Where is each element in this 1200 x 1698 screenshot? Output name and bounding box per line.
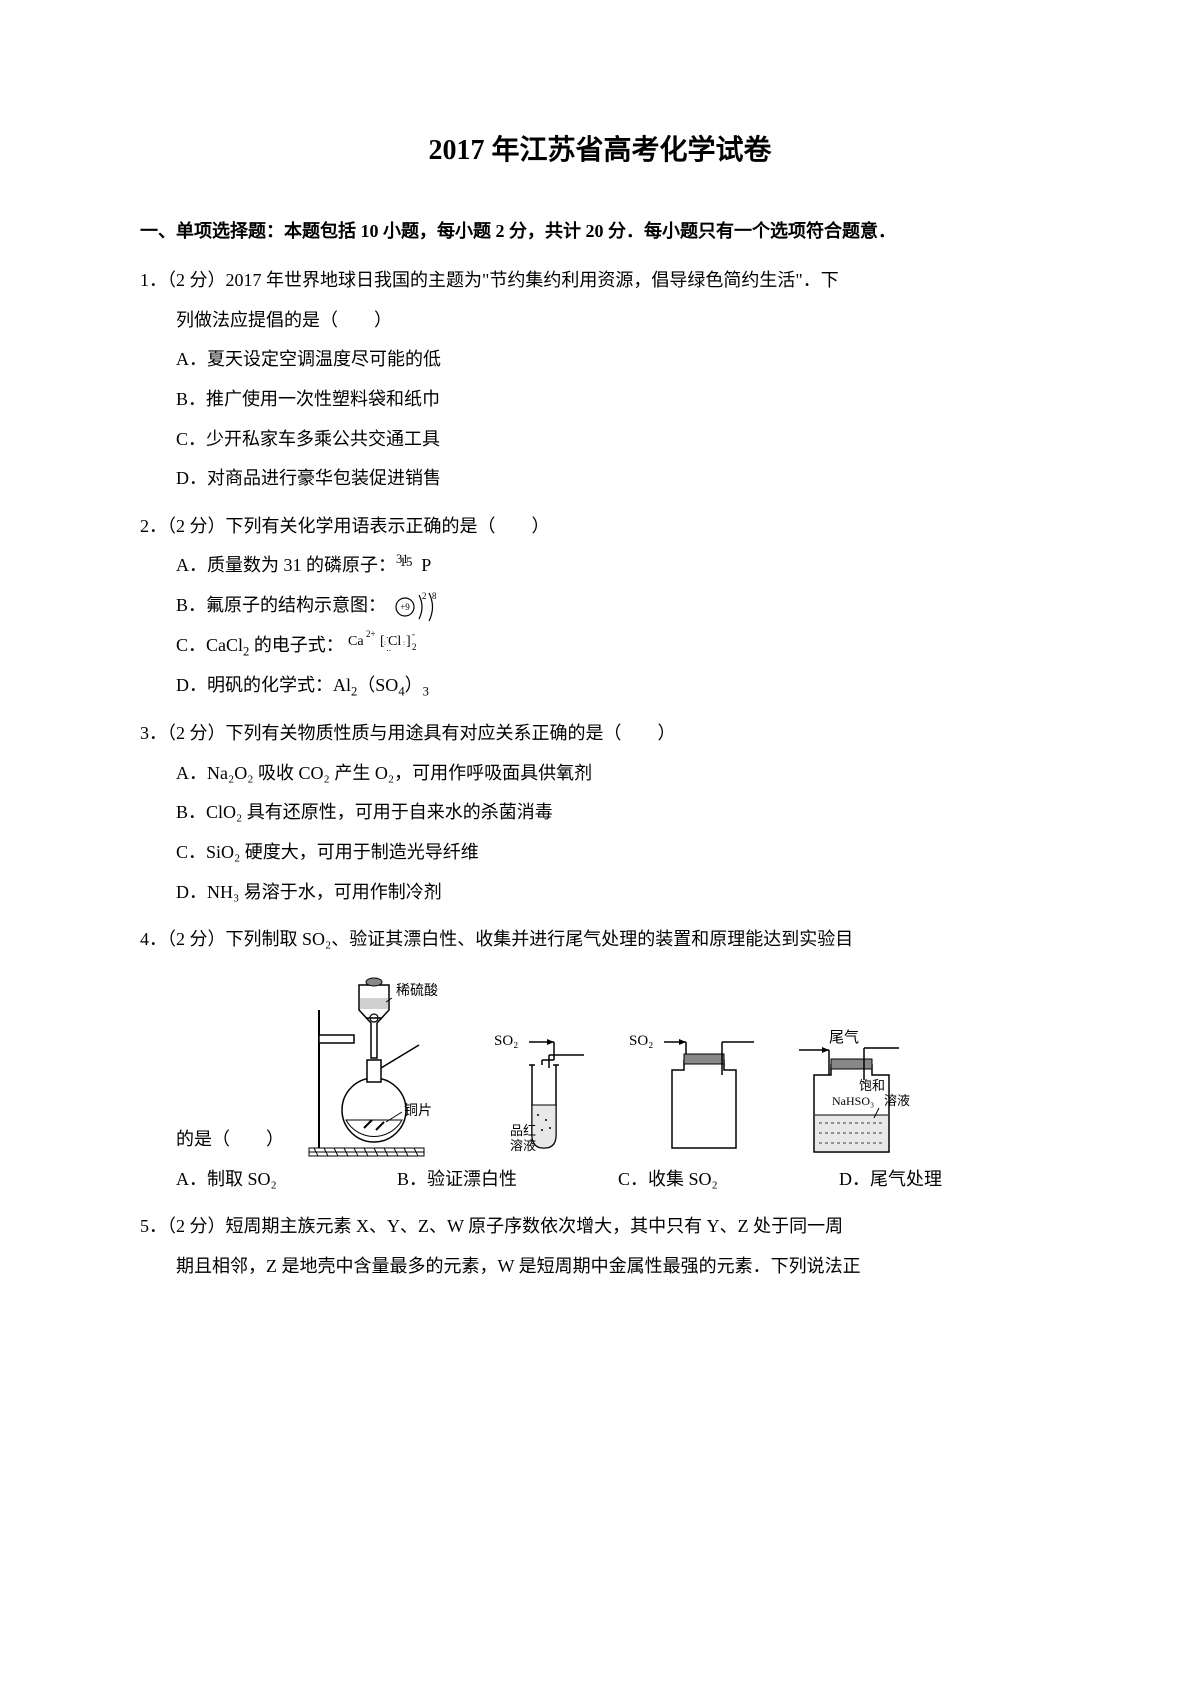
question-3: 3．（2 分）下列有关物质性质与用途具有对应关系正确的是（ ） A．Na₂O₂ …	[140, 714, 1060, 912]
question-1: 1．（2 分）2017 年世界地球日我国的主题为"节约集约利用资源，倡导绿色简约…	[140, 261, 1060, 499]
svg-text:8: 8	[432, 591, 437, 601]
apparatus-diagram: 稀硫酸 铜片 SO₂	[294, 960, 934, 1160]
q4-option-c: C．收集 SO₂	[618, 1160, 839, 1200]
q2a-text: A．质量数为 31 的磷原子：	[176, 555, 396, 575]
q2d-pre: D．明矾的化学式：Al	[176, 675, 351, 695]
apparatus-c: SO₂	[629, 1033, 754, 1148]
q2-option-c: C．CaCl 2 的电子式： Ca 2+ [ ‥ : Cl : ‥ ] - 2	[140, 626, 1060, 666]
section-1-header: 一、单项选择题：本题包括 10 小题，每小题 2 分，共计 20 分．每小题只有…	[140, 212, 1060, 252]
q4-stem-end: 的是（ ）	[140, 1120, 284, 1160]
svg-text:2+: 2+	[366, 629, 376, 639]
q2b-text: B．氟原子的结构示意图：	[176, 595, 386, 615]
svg-text:-: -	[412, 629, 415, 639]
q1-option-d: D．对商品进行豪华包装促进销售	[140, 459, 1060, 499]
question-2: 2．（2 分）下列有关化学用语表示正确的是（ ） A．质量数为 31 的磷原子：…	[140, 507, 1060, 707]
exam-title: 2017 年江苏省高考化学试卷	[140, 120, 1060, 182]
q4-option-b: B．验证漂白性	[397, 1160, 618, 1200]
q2-option-d: D．明矾的化学式：Al2（SO4）3	[140, 666, 1060, 706]
q4-option-a: A．制取 SO₂	[176, 1160, 397, 1200]
q2d-sub3: 3	[423, 685, 429, 699]
svg-text:SO₂: SO₂	[629, 1033, 653, 1049]
svg-text:Ca: Ca	[348, 634, 364, 649]
q3-option-a: A．Na₂O₂ 吸收 CO₂ 产生 O₂，可用作呼吸面具供氧剂	[140, 754, 1060, 794]
q2-option-a: A．质量数为 31 的磷原子：3115P	[140, 546, 1060, 586]
atom-structure-diagram: +9 2 8	[391, 589, 441, 625]
q1-option-c: C．少开私家车多乘公共交通工具	[140, 420, 1060, 460]
svg-text:SO₂: SO₂	[494, 1033, 518, 1049]
element-p: P	[421, 555, 431, 575]
q3-option-b: B．ClO₂ 具有还原性，可用于自来水的杀菌消毒	[140, 793, 1060, 833]
svg-text:品红: 品红	[510, 1123, 536, 1138]
apparatus-a: 稀硫酸 铜片	[309, 978, 438, 1156]
svg-text:溶液: 溶液	[510, 1138, 536, 1153]
q2d-end: ）	[405, 675, 423, 695]
svg-text:饱和: 饱和	[859, 1078, 885, 1093]
q5-stem-line2: 期且相邻，Z 是地壳中含量最多的元素，W 是短周期中金属性最强的元素．下列说法正	[140, 1247, 1060, 1287]
q2c-mid: 的电子式：	[249, 635, 344, 655]
q2d-mid: （SO	[357, 675, 398, 695]
svg-text:]: ]	[406, 634, 411, 649]
isotope-notation: 3115	[396, 553, 421, 571]
q4-option-d: D．尾气处理	[839, 1160, 1060, 1200]
svg-text:‥: ‥	[386, 644, 391, 653]
svg-text:尾气: 尾气	[829, 1029, 859, 1046]
q2-option-b: B．氟原子的结构示意图： +9 2 8	[140, 586, 1060, 626]
q4-stem: 4．（2 分）下列制取 SO₂、验证其漂白性、收集并进行尾气处理的装置和原理能达…	[140, 920, 1060, 960]
question-4: 4．（2 分）下列制取 SO₂、验证其漂白性、收集并进行尾气处理的装置和原理能达…	[140, 920, 1060, 1199]
q2c-pre: C．CaCl	[176, 635, 243, 655]
q3-option-c: C．SiO₂ 硬度大，可用于制造光导纤维	[140, 833, 1060, 873]
svg-text:2: 2	[412, 642, 417, 652]
q1-stem-line2: 列做法应提倡的是（ ）	[140, 301, 1060, 341]
electron-formula: Ca 2+ [ ‥ : Cl : ‥ ] - 2	[348, 627, 438, 666]
q1-stem-line1: 1．（2 分）2017 年世界地球日我国的主题为"节约集约利用资源，倡导绿色简约…	[140, 261, 1060, 301]
q1-option-b: B．推广使用一次性塑料袋和纸巾	[140, 380, 1060, 420]
apparatus-d: 尾气	[799, 1029, 910, 1152]
svg-text:铜片: 铜片	[404, 1103, 432, 1119]
svg-text:NaHSO₃: NaHSO₃	[832, 1094, 874, 1108]
svg-text:溶液: 溶液	[884, 1093, 910, 1108]
svg-text:稀硫酸: 稀硫酸	[396, 983, 438, 999]
svg-text:2: 2	[422, 591, 427, 601]
q5-stem-line1: 5．（2 分）短周期主族元素 X、Y、Z、W 原子序数依次增大，其中只有 Y、Z…	[140, 1207, 1060, 1247]
atomic-number: 15	[400, 549, 413, 577]
q4-options: A．制取 SO₂ B．验证漂白性 C．收集 SO₂ D．尾气处理	[140, 1160, 1060, 1200]
q1-option-a: A．夏天设定空调温度尽可能的低	[140, 340, 1060, 380]
apparatus-b: SO₂ 品红 溶液	[494, 1033, 584, 1153]
question-5: 5．（2 分）短周期主族元素 X、Y、Z、W 原子序数依次增大，其中只有 Y、Z…	[140, 1207, 1060, 1286]
q2-stem: 2．（2 分）下列有关化学用语表示正确的是（ ）	[140, 507, 1060, 547]
svg-text:+9: +9	[400, 602, 410, 612]
svg-text::: :	[403, 639, 405, 647]
q3-stem: 3．（2 分）下列有关物质性质与用途具有对应关系正确的是（ ）	[140, 714, 1060, 754]
q3-option-d: D．NH₃ 易溶于水，可用作制冷剂	[140, 873, 1060, 913]
